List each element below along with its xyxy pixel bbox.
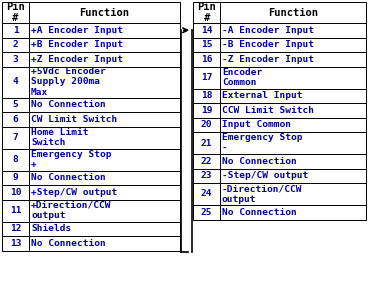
Text: +Direction/CCW
output: +Direction/CCW output bbox=[31, 201, 112, 220]
Bar bbox=[193, 117, 366, 132]
Text: +Z Encoder Input: +Z Encoder Input bbox=[31, 55, 123, 64]
Text: 19: 19 bbox=[201, 106, 212, 115]
Text: 13: 13 bbox=[10, 239, 21, 248]
Text: +A Encoder Input: +A Encoder Input bbox=[31, 26, 123, 35]
Text: No Connection: No Connection bbox=[31, 173, 106, 182]
Text: -A Encoder Input: -A Encoder Input bbox=[222, 26, 314, 35]
Text: 1: 1 bbox=[13, 26, 18, 35]
Bar bbox=[2, 112, 180, 127]
Text: No Connection: No Connection bbox=[31, 239, 106, 248]
Text: 10: 10 bbox=[10, 188, 21, 197]
Text: 2: 2 bbox=[13, 40, 18, 49]
Text: 5: 5 bbox=[13, 100, 18, 109]
Text: 20: 20 bbox=[201, 120, 212, 129]
Text: 17: 17 bbox=[201, 73, 212, 82]
Text: 4: 4 bbox=[13, 78, 18, 86]
Bar bbox=[2, 37, 180, 52]
Text: Emergency Stop
+: Emergency Stop + bbox=[31, 150, 112, 169]
Text: Emergency Stop
-: Emergency Stop - bbox=[222, 133, 302, 153]
Text: No Connection: No Connection bbox=[222, 157, 297, 166]
Bar bbox=[193, 52, 366, 66]
Bar bbox=[2, 222, 180, 236]
Text: 16: 16 bbox=[201, 55, 212, 64]
Text: Input Common: Input Common bbox=[222, 120, 291, 129]
Bar bbox=[193, 183, 366, 205]
Text: Function: Function bbox=[79, 7, 130, 17]
Bar bbox=[2, 127, 180, 148]
Bar bbox=[193, 205, 366, 219]
Text: 15: 15 bbox=[201, 40, 212, 49]
Text: Pin
#: Pin # bbox=[197, 2, 216, 23]
Text: 21: 21 bbox=[201, 138, 212, 148]
Text: 18: 18 bbox=[201, 91, 212, 100]
Text: Home Limit
Switch: Home Limit Switch bbox=[31, 128, 88, 148]
Bar bbox=[2, 98, 180, 112]
Text: +Step/CW output: +Step/CW output bbox=[31, 188, 117, 197]
Text: -Step/CW output: -Step/CW output bbox=[222, 171, 308, 180]
Text: CCW Limit Switch: CCW Limit Switch bbox=[222, 106, 314, 115]
Text: 25: 25 bbox=[201, 208, 212, 217]
Text: -B Encoder Input: -B Encoder Input bbox=[222, 40, 314, 49]
Text: CW Limit Switch: CW Limit Switch bbox=[31, 115, 117, 124]
Text: -Direction/CCW
output: -Direction/CCW output bbox=[222, 184, 302, 204]
Bar bbox=[2, 66, 180, 98]
Text: +B Encoder Input: +B Encoder Input bbox=[31, 40, 123, 49]
Bar bbox=[2, 185, 180, 199]
Text: 11: 11 bbox=[10, 206, 21, 215]
Bar bbox=[193, 66, 366, 88]
Bar bbox=[2, 148, 180, 171]
Text: 9: 9 bbox=[13, 173, 18, 182]
Bar bbox=[193, 132, 366, 154]
Text: 6: 6 bbox=[13, 115, 18, 124]
Bar bbox=[193, 37, 366, 52]
Bar bbox=[193, 2, 366, 23]
Text: No Connection: No Connection bbox=[31, 100, 106, 109]
Text: Shields: Shields bbox=[31, 224, 71, 233]
Bar bbox=[2, 23, 180, 37]
Text: Function: Function bbox=[268, 7, 318, 17]
Text: -Z Encoder Input: -Z Encoder Input bbox=[222, 55, 314, 64]
Text: 22: 22 bbox=[201, 157, 212, 166]
Text: External Input: External Input bbox=[222, 91, 302, 100]
Text: 12: 12 bbox=[10, 224, 21, 233]
Bar bbox=[2, 171, 180, 185]
Bar bbox=[193, 103, 366, 117]
Bar bbox=[2, 236, 180, 250]
Bar bbox=[2, 199, 180, 222]
Text: 23: 23 bbox=[201, 171, 212, 180]
Bar bbox=[2, 52, 180, 66]
Text: 7: 7 bbox=[13, 133, 18, 142]
Bar bbox=[193, 88, 366, 103]
Text: No Connection: No Connection bbox=[222, 208, 297, 217]
Text: 14: 14 bbox=[201, 26, 212, 35]
Bar bbox=[193, 154, 366, 168]
Bar bbox=[193, 23, 366, 37]
Text: +5Vdc Encoder
Supply 200ma
Max: +5Vdc Encoder Supply 200ma Max bbox=[31, 67, 106, 97]
Text: 3: 3 bbox=[13, 55, 18, 64]
Bar bbox=[2, 2, 180, 23]
Text: Encoder
Common: Encoder Common bbox=[222, 68, 262, 87]
Bar bbox=[193, 168, 366, 183]
Text: 8: 8 bbox=[13, 155, 18, 164]
Text: Pin
#: Pin # bbox=[6, 2, 25, 23]
Text: 24: 24 bbox=[201, 189, 212, 199]
